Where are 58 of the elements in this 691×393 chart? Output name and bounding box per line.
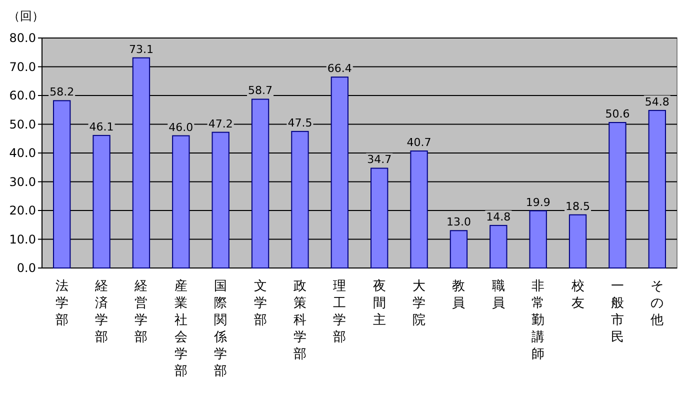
x-tick-label: 国際関係学部 [213,279,228,379]
data-label: 46.0 [168,120,194,134]
data-label: 66.4 [327,62,352,76]
data-label: 13.0 [446,216,471,229]
bar [529,210,547,268]
x-tick-label: 教員 [452,279,466,311]
data-label: 47.5 [288,116,312,130]
y-axis-title: （回） [8,9,44,23]
x-tick-label: 経済学部 [94,279,108,345]
x-tick-label: 理工学部 [333,279,346,345]
x-tick-label: その他 [650,279,664,328]
y-tick-label: 70.0 [9,60,36,74]
x-tick-label: 政策科学部 [293,279,306,362]
data-label: 18.5 [566,200,590,213]
y-tick-label: 50.0 [9,117,36,132]
bar [568,214,587,268]
y-tick-label: 30.0 [9,174,36,189]
x-tick-label: 法学部 [55,279,68,328]
data-label: 54.8 [644,95,670,108]
data-label: 40.7 [406,136,432,149]
y-tick-label: 0.0 [16,261,36,275]
y-tick-label: 20.0 [9,204,36,218]
bar [212,132,230,268]
bar [648,110,666,268]
data-label: 19.9 [526,196,550,209]
x-tick-label: 校友 [570,279,584,311]
bar [608,122,626,268]
bar [53,100,71,268]
data-label: 58.2 [50,86,74,99]
bar [92,134,110,268]
bar [132,57,150,268]
y-tick-label: 10.0 [9,232,36,246]
bar [330,76,348,268]
bar [490,224,508,268]
x-tick-label: 大学院 [412,279,426,328]
data-label: 14.8 [486,210,511,224]
x-tick-label: 文学部 [254,279,267,328]
bar [450,230,468,268]
x-tick-label: 一般市民 [610,279,624,345]
x-tick-label: 非常勤講師 [532,279,545,362]
data-label: 34.7 [367,153,392,166]
bar [172,135,190,268]
x-tick-label: 夜間主 [372,278,386,328]
x-tick-label: 経営学部 [134,279,148,345]
bar [410,150,428,268]
data-label: 47.2 [208,117,233,130]
data-label: 73.1 [128,42,154,56]
x-tick-label: 産業社会学部 [174,278,188,379]
data-label: 46.1 [89,120,114,134]
data-label: 50.6 [605,108,630,121]
data-label: 58.7 [248,84,273,98]
x-tick-label: 職員 [492,279,505,311]
y-tick-label: 40.0 [9,146,36,160]
y-tick-label: 80.0 [9,31,36,45]
bar [291,130,309,268]
bar [251,98,270,268]
y-tick-label: 60.0 [9,88,36,102]
bar [370,168,388,268]
